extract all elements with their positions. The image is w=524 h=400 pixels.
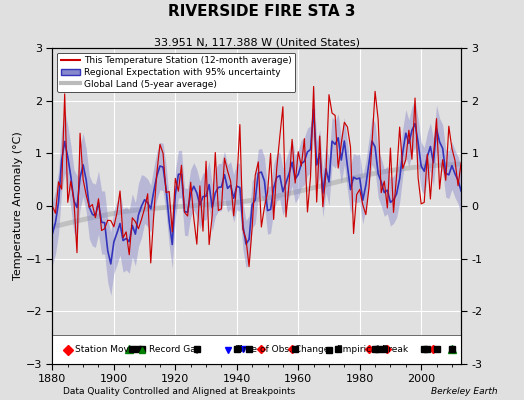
Text: RIVERSIDE FIRE STA 3: RIVERSIDE FIRE STA 3 bbox=[168, 4, 356, 19]
Title: 33.951 N, 117.388 W (United States): 33.951 N, 117.388 W (United States) bbox=[154, 37, 360, 47]
Y-axis label: Temperature Anomaly (°C): Temperature Anomaly (°C) bbox=[13, 132, 23, 280]
Text: Empirical Break: Empirical Break bbox=[336, 345, 408, 354]
Text: Record Gap: Record Gap bbox=[149, 345, 202, 354]
FancyBboxPatch shape bbox=[52, 335, 461, 364]
Text: Station Move: Station Move bbox=[75, 345, 135, 354]
Legend: This Temperature Station (12-month average), Regional Expectation with 95% uncer: This Temperature Station (12-month avera… bbox=[57, 52, 296, 92]
Text: Data Quality Controlled and Aligned at Breakpoints: Data Quality Controlled and Aligned at B… bbox=[63, 387, 295, 396]
Text: Time of Obs. Change: Time of Obs. Change bbox=[235, 345, 330, 354]
Text: Berkeley Earth: Berkeley Earth bbox=[431, 387, 498, 396]
